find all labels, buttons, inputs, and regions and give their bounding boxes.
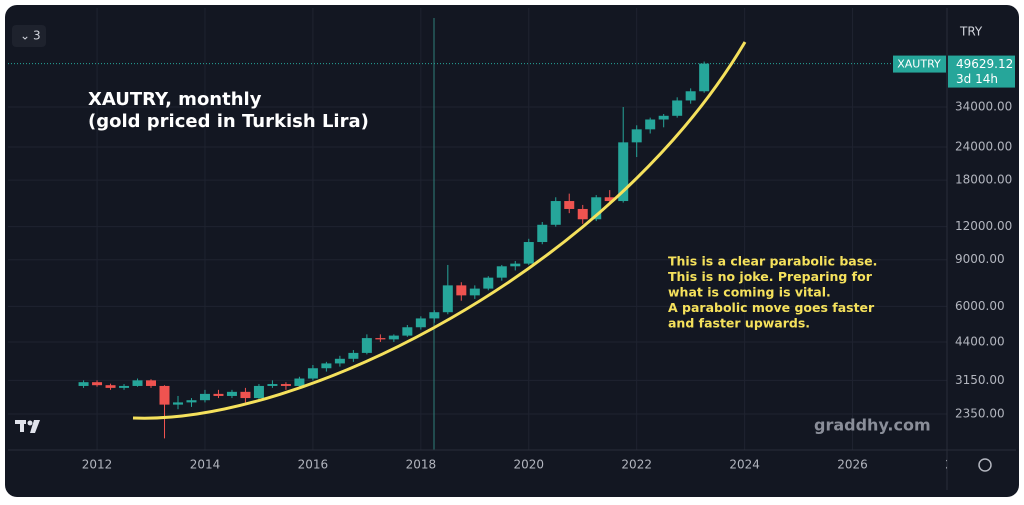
candle-body xyxy=(429,312,440,319)
x-axis-labels: 2012 2014 2016 2018 2020 2022 2024 2026 2028 xyxy=(82,458,976,472)
watermark: graddhy.com xyxy=(814,416,931,435)
y-tick-label: 18000.00 xyxy=(955,173,1012,187)
interval-button[interactable] xyxy=(12,25,46,47)
candle-body xyxy=(685,91,696,101)
candle-body xyxy=(402,327,413,336)
candle-body xyxy=(172,402,183,405)
interval-chevron: ⌄ xyxy=(20,29,30,43)
symbol-tag xyxy=(893,55,946,73)
y-tick-label: 4400.00 xyxy=(955,334,1005,348)
candle-body xyxy=(658,115,669,120)
candle-body xyxy=(496,266,507,278)
chart-panel xyxy=(5,5,1019,497)
candle-body xyxy=(240,391,251,399)
last-price-box xyxy=(948,55,1015,88)
x-tick-label: 2012 xyxy=(82,458,113,472)
candle-body xyxy=(92,382,103,386)
candle-body xyxy=(119,385,130,388)
candle-body xyxy=(78,382,89,386)
candle-body xyxy=(415,318,426,328)
candle-body xyxy=(388,335,399,340)
x-tick-label: 2020 xyxy=(513,458,544,472)
candle-body xyxy=(510,263,521,267)
candle-body xyxy=(483,277,494,289)
y-tick-label: 24000.00 xyxy=(955,140,1012,154)
y-tick-label: 6000.00 xyxy=(955,299,1005,313)
candle-body xyxy=(294,378,305,386)
candle-body xyxy=(604,197,615,202)
candle-body xyxy=(253,385,264,399)
x-tick-label: 2026 xyxy=(837,458,868,472)
candle-body xyxy=(618,142,629,202)
candle-body xyxy=(469,288,480,296)
interval-label: 3 xyxy=(33,29,41,43)
annotation-line: A parabolic move goes faster xyxy=(668,300,875,315)
x-tick-label: 2024 xyxy=(729,458,760,472)
x-tick-label: 2028 xyxy=(945,458,976,472)
candle-body xyxy=(186,400,197,403)
y-tick-label: 2350.00 xyxy=(955,407,1005,421)
annotation-line: what is coming is vital. xyxy=(668,285,831,300)
candle-body xyxy=(577,208,588,220)
tradingview-logo xyxy=(15,420,40,433)
candle-body xyxy=(523,242,534,264)
candle-body xyxy=(442,285,453,313)
candle-body xyxy=(631,129,642,143)
symbol-tag-label: XAUTRY xyxy=(897,58,941,71)
currency-label[interactable]: TRY xyxy=(959,25,983,39)
candle-body xyxy=(348,352,359,359)
parabola-drawing xyxy=(132,41,747,420)
candle-body xyxy=(564,201,575,209)
settings-icon[interactable] xyxy=(978,458,992,472)
candle-body xyxy=(267,384,278,386)
candle-body xyxy=(213,393,224,396)
x-tick-label: 2016 xyxy=(298,458,329,472)
candle-body xyxy=(146,380,157,386)
candle-body xyxy=(280,384,291,386)
candle-body xyxy=(375,338,386,340)
candle-body xyxy=(321,363,332,369)
candle-body xyxy=(550,201,561,225)
candle-body xyxy=(591,197,602,220)
chart-subtitle: (gold priced in Turkish Lira) xyxy=(88,111,369,132)
y-tick-label: 12000.00 xyxy=(955,219,1012,233)
candle-body xyxy=(199,393,210,401)
x-tick-label: 2018 xyxy=(406,458,437,472)
y-tick-label: 3150.00 xyxy=(955,373,1005,387)
annotation-line: and faster upwards. xyxy=(668,316,810,331)
annotation-line: This is a clear parabolic base. xyxy=(668,254,877,269)
candle-body xyxy=(226,391,237,396)
candle-body xyxy=(334,358,345,364)
candle-body xyxy=(456,285,467,296)
countdown-label: 3d 14h xyxy=(956,72,998,86)
candle-body xyxy=(307,368,318,379)
candle-body xyxy=(537,224,548,243)
candle-body xyxy=(672,100,683,116)
last-price-label: 49629.12 xyxy=(956,57,1013,71)
candle-body xyxy=(645,119,656,130)
annotation-line: This is no joke. Preparing for xyxy=(668,269,873,284)
x-tick-label: 2014 xyxy=(190,458,221,472)
y-tick-label: 34000.00 xyxy=(955,100,1012,114)
candle-body xyxy=(105,385,116,388)
candle-body xyxy=(361,338,372,353)
y-tick-label: 9000.00 xyxy=(955,252,1005,266)
x-tick-label: 2022 xyxy=(621,458,652,472)
candle-body xyxy=(132,380,143,386)
candle-body xyxy=(699,63,710,92)
chart-title: XAUTRY, monthly xyxy=(88,89,262,110)
candle-body xyxy=(159,385,170,405)
